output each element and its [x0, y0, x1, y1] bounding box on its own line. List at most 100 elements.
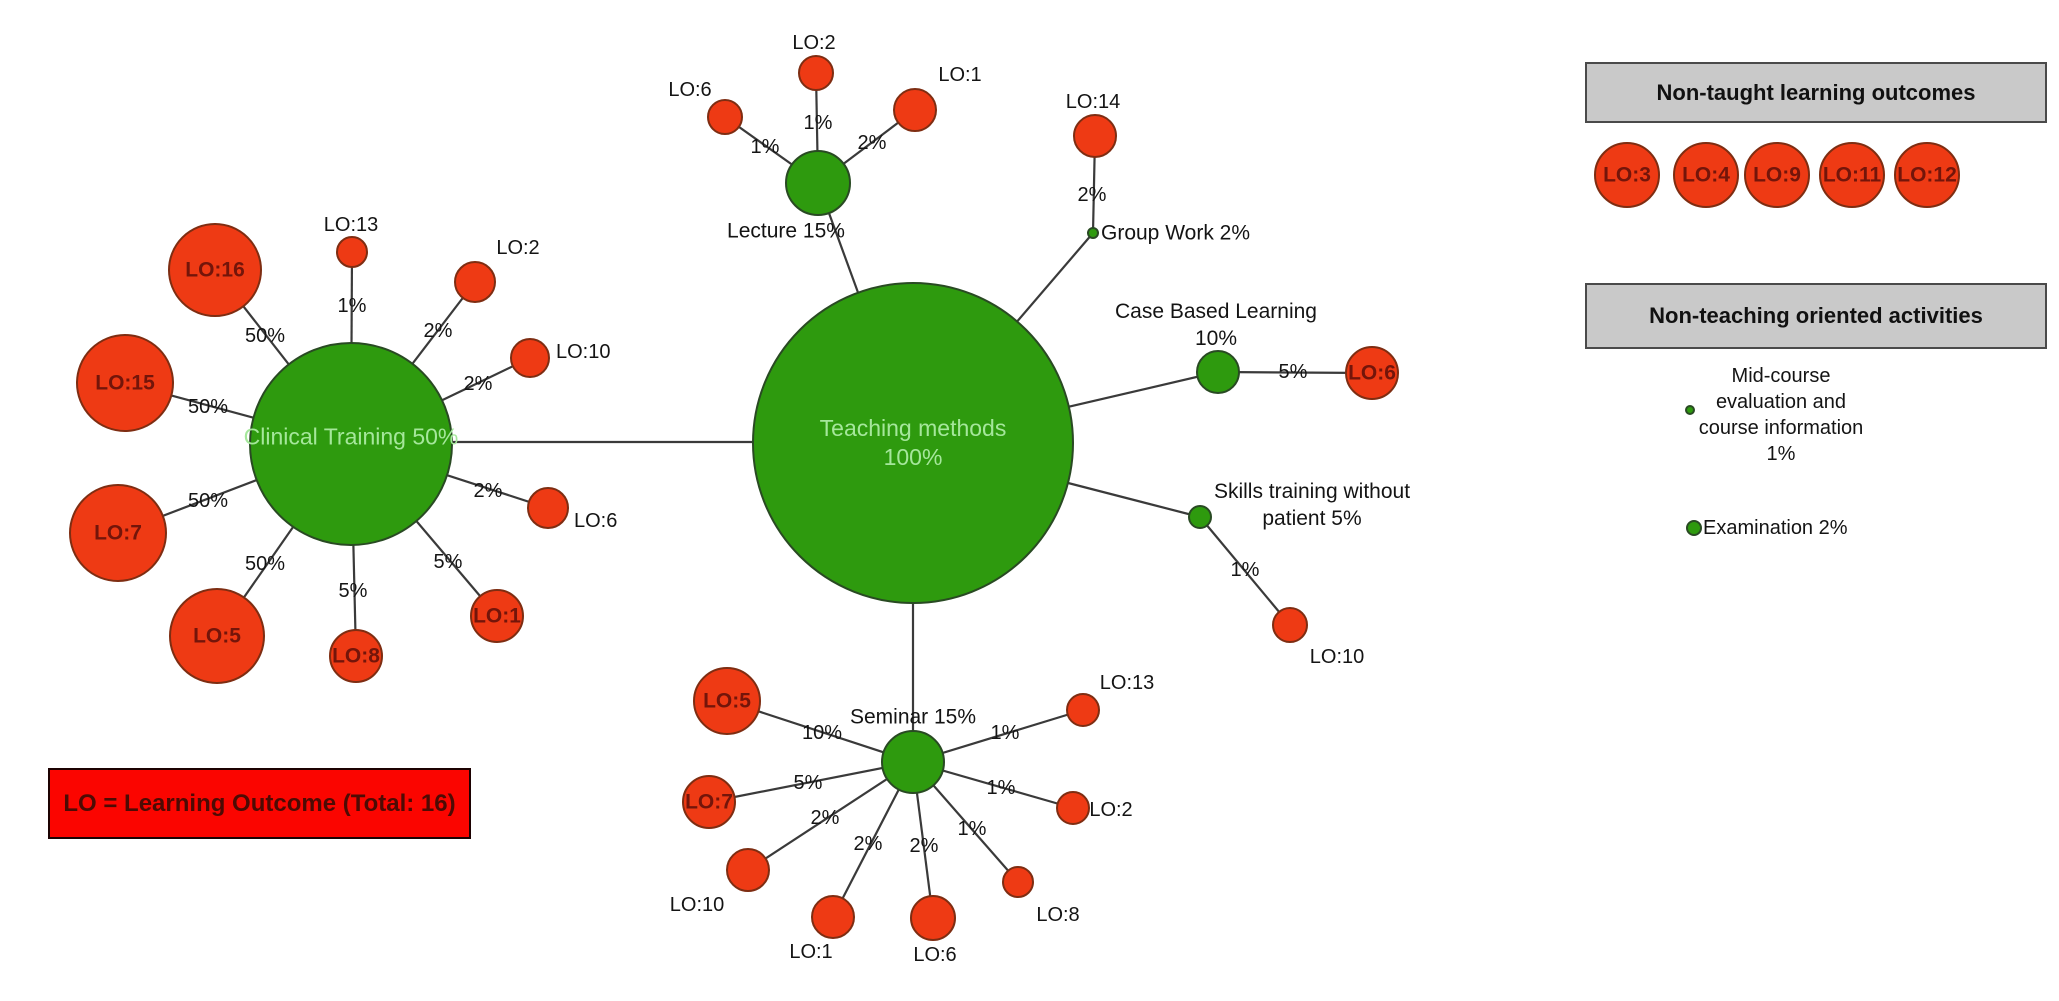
edge-pct-lo6-seminar: 2% — [909, 835, 939, 857]
node-lo1-seminar — [811, 895, 855, 939]
edge-pct-lo5-clinical: 50% — [244, 553, 286, 575]
label-lo10-seminar: LO:10 — [669, 894, 725, 916]
node-lo12-nontaught — [1894, 142, 1960, 208]
node-lo10-skills — [1272, 607, 1308, 643]
label-lo6-clinical: LO:6 — [574, 510, 618, 532]
node-lo4-nontaught — [1673, 142, 1739, 208]
label-lo2-clinical: LO:2 — [496, 237, 540, 259]
label-lo14-groupwork: LO:14 — [1065, 91, 1121, 113]
clinical-training-label: Clinical Training 50% — [243, 423, 459, 450]
nodes — [69, 55, 1960, 941]
node-lo1-clinical — [470, 589, 524, 643]
node-lo7-seminar — [682, 775, 736, 829]
label-lo11-nontaught: LO:11 — [1822, 163, 1882, 187]
node-lo8-seminar — [1002, 866, 1034, 898]
edge-pct-lo7-clinical: 50% — [187, 490, 229, 512]
lecture-node — [785, 150, 851, 216]
node-lo13-clinical — [336, 236, 368, 268]
seminar-node — [881, 730, 945, 794]
label-lo1-clinical: LO:1 — [473, 604, 521, 628]
node-lo6-lecture — [707, 99, 743, 135]
label-lo9-nontaught: LO:9 — [1753, 163, 1801, 187]
edge-pct-lo1-lecture: 2% — [857, 132, 887, 154]
group-work-node — [1087, 227, 1099, 239]
node-lo2-lecture — [798, 55, 834, 91]
group-work-label: Group Work 2% — [1101, 221, 1250, 245]
node-lo7-clinical — [69, 484, 167, 582]
label-lo5-seminar: LO:5 — [703, 689, 751, 713]
label-lo6-lecture: LO:6 — [668, 79, 712, 101]
label-lo15-clinical: LO:15 — [95, 371, 155, 395]
examination-node — [1686, 520, 1702, 536]
label-lo8-seminar: LO:8 — [1036, 904, 1080, 926]
edge-pct-lo13-seminar: 1% — [990, 722, 1020, 744]
node-lo10-seminar — [726, 848, 770, 892]
label-lo1-lecture: LO:1 — [938, 64, 982, 86]
edge-pct-lo6-clinical: 2% — [473, 480, 503, 502]
node-lo11-nontaught — [1819, 142, 1885, 208]
edge-pct-lo2-clinical: 2% — [423, 320, 453, 342]
connector-line — [1199, 516, 1291, 626]
label-lo10-skills: LO:10 — [1309, 646, 1365, 668]
node-lo6-casebased — [1345, 346, 1399, 400]
non-teaching-header: Non-teaching oriented activities — [1585, 283, 2047, 349]
midcourse-evaluation-label: Mid-course evaluation and course informa… — [1698, 365, 1864, 465]
edge-pct-lo6-lecture: 1% — [750, 136, 780, 158]
label-lo5-clinical: LO:5 — [193, 624, 241, 648]
edge-pct-lo10-skills: 1% — [1230, 559, 1260, 581]
label-lo8-clinical: LO:8 — [332, 644, 380, 668]
case-based-learning-node — [1196, 350, 1240, 394]
label-lo4-nontaught: LO:4 — [1682, 163, 1730, 187]
node-lo15-clinical — [76, 334, 174, 432]
edge-pct-lo8-clinical: 5% — [338, 580, 368, 602]
label-lo2-seminar: LO:2 — [1089, 799, 1133, 821]
seminar-label: Seminar 15% — [849, 705, 977, 729]
teaching-methods-label: Teaching methods 100% — [819, 415, 1007, 470]
label-lo7-clinical: LO:7 — [94, 521, 142, 545]
node-lo5-seminar — [693, 667, 761, 735]
label-lo2-lecture: LO:2 — [792, 32, 836, 54]
edge-pct-lo8-seminar: 1% — [957, 818, 987, 840]
teaching-methods-node — [752, 282, 1074, 604]
edge-pct-lo1-seminar: 2% — [853, 833, 883, 855]
examination-label: Examination 2% — [1703, 517, 1848, 539]
midcourse-evaluation-node — [1685, 405, 1695, 415]
case-based-learning-label: Case Based Learning 10% — [1115, 300, 1317, 350]
node-lo8-clinical — [329, 629, 383, 683]
node-lo13-seminar — [1066, 693, 1100, 727]
node-lo1-lecture — [893, 88, 937, 132]
lecture-label: Lecture 15% — [727, 219, 845, 243]
edge-pct-lo14-groupwork: 2% — [1077, 184, 1107, 206]
node-lo10-clinical — [510, 338, 550, 378]
label-lo3-nontaught: LO:3 — [1603, 163, 1651, 187]
node-lo6-seminar — [910, 895, 956, 941]
edge-pct-lo10-seminar: 2% — [810, 807, 840, 829]
edge-pct-lo6-casebased: 5% — [1278, 361, 1308, 383]
node-lo6-clinical — [527, 487, 569, 529]
label-lo13-seminar: LO:13 — [1099, 672, 1155, 694]
node-lo3-nontaught — [1594, 142, 1660, 208]
node-lo2-clinical — [454, 261, 496, 303]
edge-pct-lo1-clinical: 5% — [433, 551, 463, 573]
skills-training-node — [1188, 505, 1212, 529]
edge-pct-lo16-clinical: 50% — [244, 325, 286, 347]
label-lo1-seminar: LO:1 — [789, 941, 833, 963]
edge-pct-lo10-clinical: 2% — [463, 373, 493, 395]
legend-box: LO = Learning Outcome (Total: 16) — [48, 768, 471, 839]
skills-training-label: Skills training without patient 5% — [1213, 480, 1411, 530]
node-lo2-seminar — [1056, 791, 1090, 825]
label-lo7-seminar: LO:7 — [685, 790, 733, 814]
clinical-training-node — [249, 342, 453, 546]
label-lo16-clinical: LO:16 — [185, 258, 245, 282]
edge-pct-lo2-seminar: 1% — [986, 777, 1016, 799]
connector-line — [747, 761, 914, 871]
edge-pct-lo7-seminar: 5% — [793, 772, 823, 794]
node-lo9-nontaught — [1744, 142, 1810, 208]
edge-pct-lo13-clinical: 1% — [337, 295, 367, 317]
label-lo6-casebased: LO:6 — [1348, 361, 1396, 385]
edge-pct-lo5-seminar: 10% — [801, 722, 843, 744]
label-lo6-seminar: LO:6 — [913, 944, 957, 966]
connector-line — [708, 760, 914, 804]
